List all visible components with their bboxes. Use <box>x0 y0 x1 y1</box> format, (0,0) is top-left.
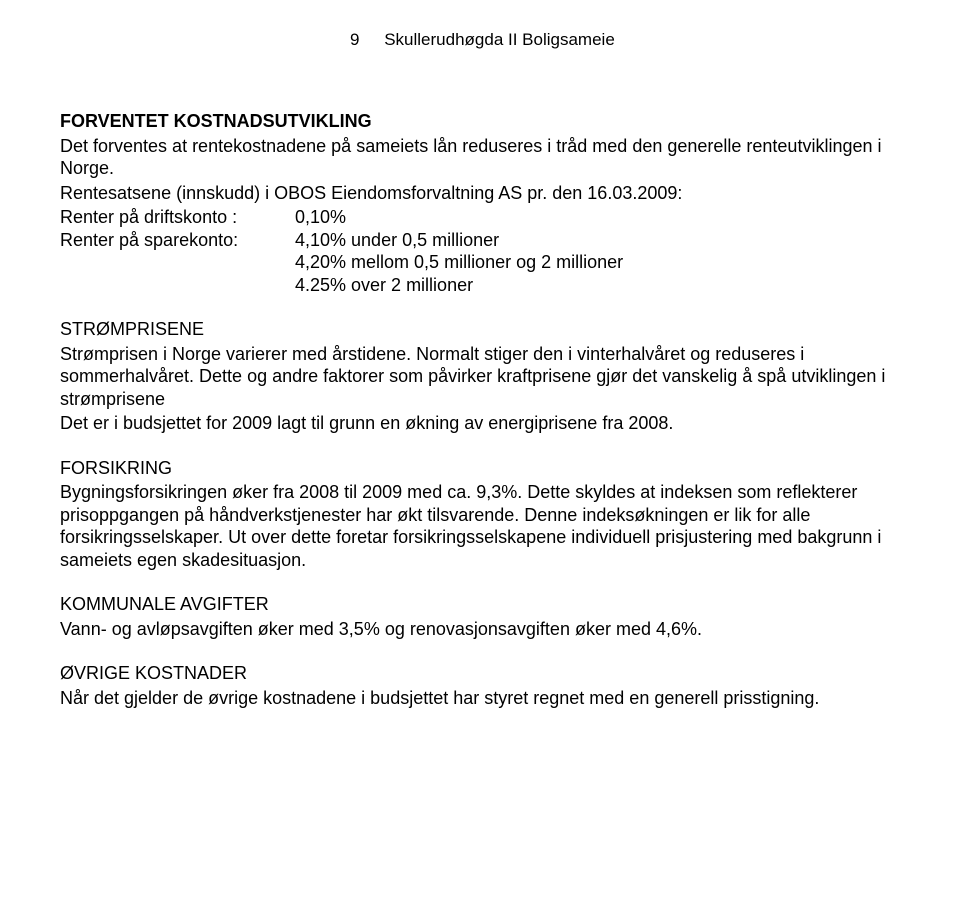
rate-value-drift: 0,10% <box>295 206 900 229</box>
section-forventet: FORVENTET KOSTNADSUTVIKLING Det forvente… <box>60 110 900 296</box>
forsikring-body: Bygningsforsikringen øker fra 2008 til 2… <box>60 481 900 571</box>
heading-forventet: FORVENTET KOSTNADSUTVIKLING <box>60 110 900 133</box>
document-title: Skullerudhøgda II Boligsameie <box>384 30 615 49</box>
rate-value-spare1: 4,10% under 0,5 millioner <box>295 229 900 252</box>
rate-label-drift: Renter på driftskonto : <box>60 206 295 229</box>
section-kommunale: KOMMUNALE AVGIFTER Vann- og avløpsavgift… <box>60 593 900 640</box>
rate-value-spare3: 4.25% over 2 millioner <box>295 274 900 297</box>
rate-label-spare: Renter på sparekonto: <box>60 229 295 252</box>
rate-value-spare2: 4,20% mellom 0,5 millioner og 2 millione… <box>295 251 900 274</box>
ovrige-body: Når det gjelder de øvrige kostnadene i b… <box>60 687 900 710</box>
heading-strom: STRØMPRISENE <box>60 318 900 341</box>
intro-text: Det forventes at rentekostnadene på same… <box>60 135 900 180</box>
rate-row-drift: Renter på driftskonto : 0,10% <box>60 206 900 229</box>
kommunale-body: Vann- og avløpsavgiften øker med 3,5% og… <box>60 618 900 641</box>
section-ovrige: ØVRIGE KOSTNADER Når det gjelder de øvri… <box>60 662 900 709</box>
page-header: 9 Skullerudhøgda II Boligsameie <box>60 30 900 50</box>
section-forsikring: FORSIKRING Bygningsforsikringen øker fra… <box>60 457 900 572</box>
document-page: 9 Skullerudhøgda II Boligsameie FORVENTE… <box>0 0 960 921</box>
section-strom: STRØMPRISENE Strømprisen i Norge variere… <box>60 318 900 435</box>
page-number: 9 <box>350 30 359 50</box>
heading-forsikring: FORSIKRING <box>60 457 900 480</box>
rate-row-spare: Renter på sparekonto: 4,10% under 0,5 mi… <box>60 229 900 252</box>
heading-ovrige: ØVRIGE KOSTNADER <box>60 662 900 685</box>
rentesats-line: Rentesatsene (innskudd) i OBOS Eiendomsf… <box>60 182 900 205</box>
strom-body2: Det er i budsjettet for 2009 lagt til gr… <box>60 412 900 435</box>
heading-kommunale: KOMMUNALE AVGIFTER <box>60 593 900 616</box>
strom-body: Strømprisen i Norge varierer med årstide… <box>60 343 900 411</box>
